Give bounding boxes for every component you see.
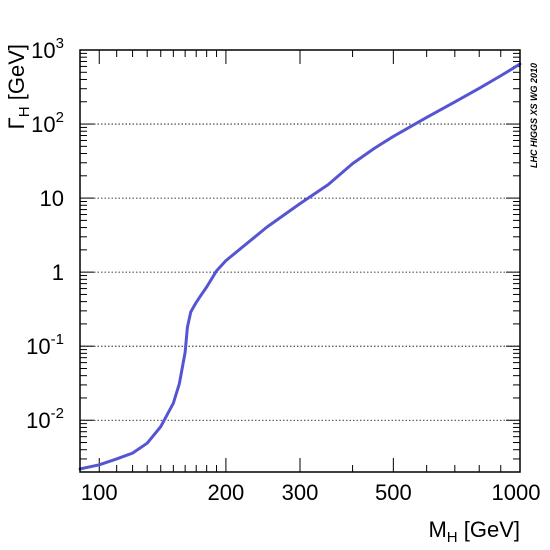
y-tick-label: 103 <box>31 35 64 63</box>
series-layer <box>78 62 522 471</box>
y-tick-label: 10-1 <box>26 331 64 359</box>
y-axis-title-unit: [GeV] <box>4 44 29 106</box>
x-tick-label: 1000 <box>492 480 541 505</box>
x-axis-title-sub: H <box>447 529 458 546</box>
y-tick-base: 10 <box>40 186 64 211</box>
y-tick-label: 10 <box>40 186 64 211</box>
x-axis-title: MH [GeV] <box>428 517 520 546</box>
x-axis-title-unit: [GeV] <box>458 517 520 542</box>
x-tick-label: 500 <box>375 480 412 505</box>
y-tick-base: 10 <box>26 334 50 359</box>
plot-frame <box>79 49 521 473</box>
y-tick-exponent: 3 <box>56 35 64 52</box>
y-tick-base: 10 <box>31 38 55 63</box>
series-line <box>78 62 522 471</box>
y-tick-label: 102 <box>31 109 64 137</box>
y-tick-base: 1 <box>52 260 64 285</box>
y-axis-title-sub: H <box>16 106 33 117</box>
x-tick-label: 200 <box>208 480 245 505</box>
grid-lines <box>80 49 520 421</box>
x-tick-label: 300 <box>282 480 319 505</box>
y-axis-title-main: Γ <box>4 117 29 129</box>
y-tick-base: 10 <box>31 112 55 137</box>
y-axis-title: ΓH [GeV] <box>4 44 33 129</box>
x-axis-ticks: 100 200 300 500 1000 <box>81 480 541 505</box>
y-tick-exponent: 2 <box>56 109 64 126</box>
minor-ticks <box>79 49 521 473</box>
y-tick-exponent: -1 <box>51 331 64 348</box>
y-tick-exponent: -2 <box>51 405 64 422</box>
x-tick-label: 100 <box>81 480 118 505</box>
y-tick-base: 10 <box>26 408 50 433</box>
y-tick-label: 1 <box>52 260 64 285</box>
watermark-annotation: LHC HIGGS XS WG 2010 <box>529 63 539 168</box>
x-axis-title-main: M <box>428 517 446 542</box>
y-tick-label: 10-2 <box>26 405 64 433</box>
